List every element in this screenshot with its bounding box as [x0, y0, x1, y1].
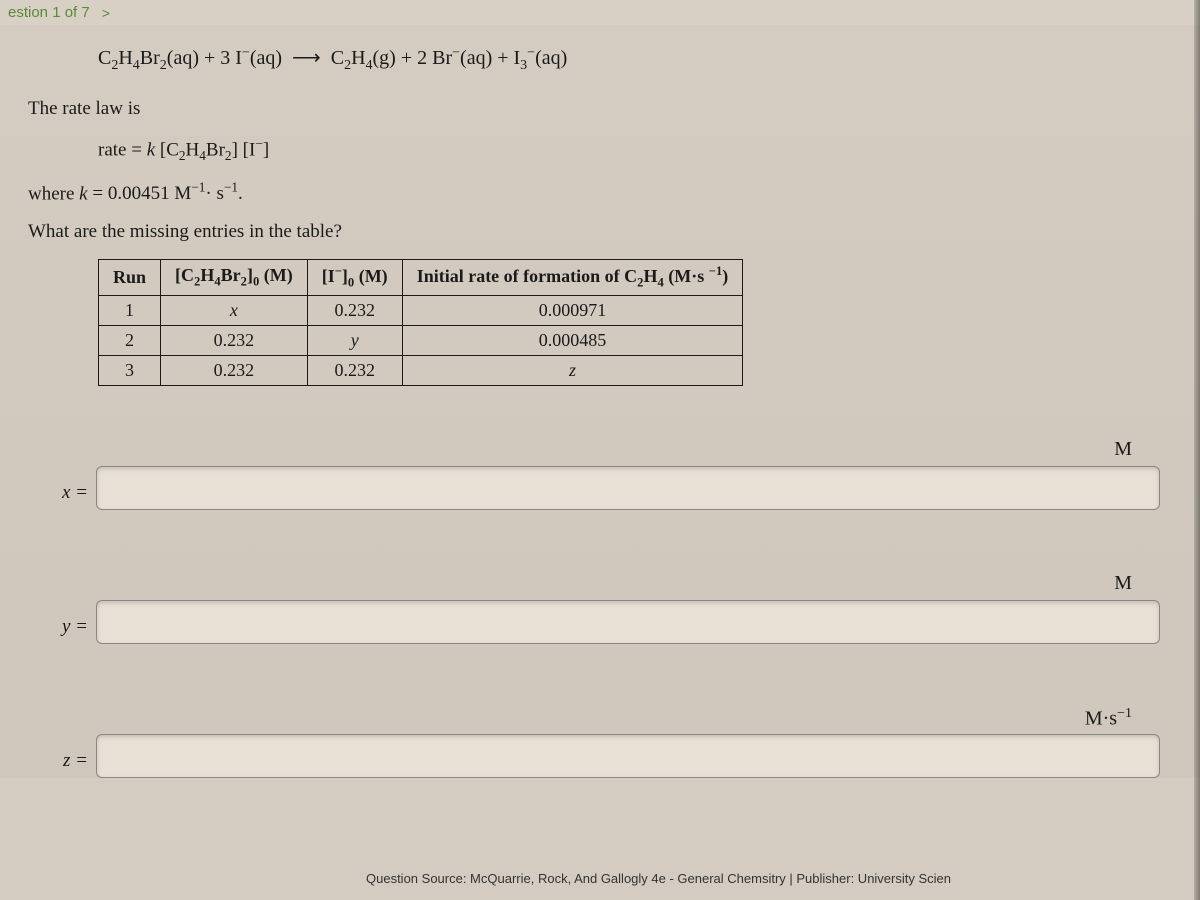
- answer-row-z: z = M·s−1: [40, 734, 1160, 778]
- where-prefix: where: [28, 183, 79, 204]
- col-rate: Initial rate of formation of C2H4 (M·s −…: [402, 260, 743, 296]
- answer-section: x = M y = M z = M·s−1: [28, 466, 1170, 778]
- chevron-right-icon[interactable]: >: [102, 5, 110, 21]
- where-line: where k = 0.00451 M−1· s−1.: [28, 180, 1170, 205]
- table-row: 2 0.232 y 0.000485: [99, 326, 743, 356]
- col-iodide: [I−]0 (M): [307, 260, 402, 296]
- chemical-equation: C2H4Br2(aq) + 3 I−(aq) ⟶ C2H4(g) + 2 Br−…: [98, 45, 1170, 74]
- answer-z-label: z =: [40, 750, 88, 778]
- question-source: Question Source: McQuarrie, Rock, And Ga…: [366, 871, 951, 886]
- cell-c2: y: [307, 326, 402, 356]
- cell-c1: x: [161, 296, 308, 326]
- question-progress-text: estion 1 of 7: [8, 4, 90, 21]
- question-text: What are the missing entries in the tabl…: [28, 221, 1170, 243]
- answer-x-unit: M: [1114, 438, 1132, 461]
- answer-y-unit: M: [1114, 572, 1132, 595]
- question-content: C2H4Br2(aq) + 3 I−(aq) ⟶ C2H4(g) + 2 Br−…: [0, 25, 1200, 778]
- cell-c1: 0.232: [161, 326, 308, 356]
- answer-row-y: y = M: [40, 600, 1160, 644]
- rate-law-intro: The rate law is: [28, 98, 1170, 120]
- rate-law: rate = k [C2H4Br2] [I−]: [98, 136, 1170, 164]
- answer-row-x: x = M: [40, 466, 1160, 510]
- answer-y-input[interactable]: [96, 600, 1160, 644]
- cell-run: 1: [99, 296, 161, 326]
- data-table: Run [C2H4Br2]0 (M) [I−]0 (M) Initial rat…: [98, 259, 743, 386]
- cell-c2: 0.232: [307, 296, 402, 326]
- col-c2h4br2: [C2H4Br2]0 (M): [161, 260, 308, 296]
- table-row: 1 x 0.232 0.000971: [99, 296, 743, 326]
- answer-z-input[interactable]: [96, 734, 1160, 778]
- where-k: k: [79, 183, 87, 204]
- cell-c2: 0.232: [307, 356, 402, 386]
- page-edge-shadow: [1194, 0, 1200, 900]
- cell-c1: 0.232: [161, 356, 308, 386]
- where-value: = 0.00451 M−1· s−1.: [88, 183, 243, 204]
- cell-c3: z: [402, 356, 743, 386]
- cell-run: 2: [99, 326, 161, 356]
- answer-x-input[interactable]: [96, 466, 1160, 510]
- table-header-row: Run [C2H4Br2]0 (M) [I−]0 (M) Initial rat…: [99, 260, 743, 296]
- question-progress-bar: estion 1 of 7 >: [0, 0, 1200, 25]
- cell-run: 3: [99, 356, 161, 386]
- cell-c3: 0.000485: [402, 326, 743, 356]
- cell-c3: 0.000971: [402, 296, 743, 326]
- col-run: Run: [99, 260, 161, 296]
- answer-x-label: x =: [40, 482, 88, 510]
- table-row: 3 0.232 0.232 z: [99, 356, 743, 386]
- answer-z-unit: M·s−1: [1085, 706, 1132, 731]
- answer-y-label: y =: [40, 616, 88, 644]
